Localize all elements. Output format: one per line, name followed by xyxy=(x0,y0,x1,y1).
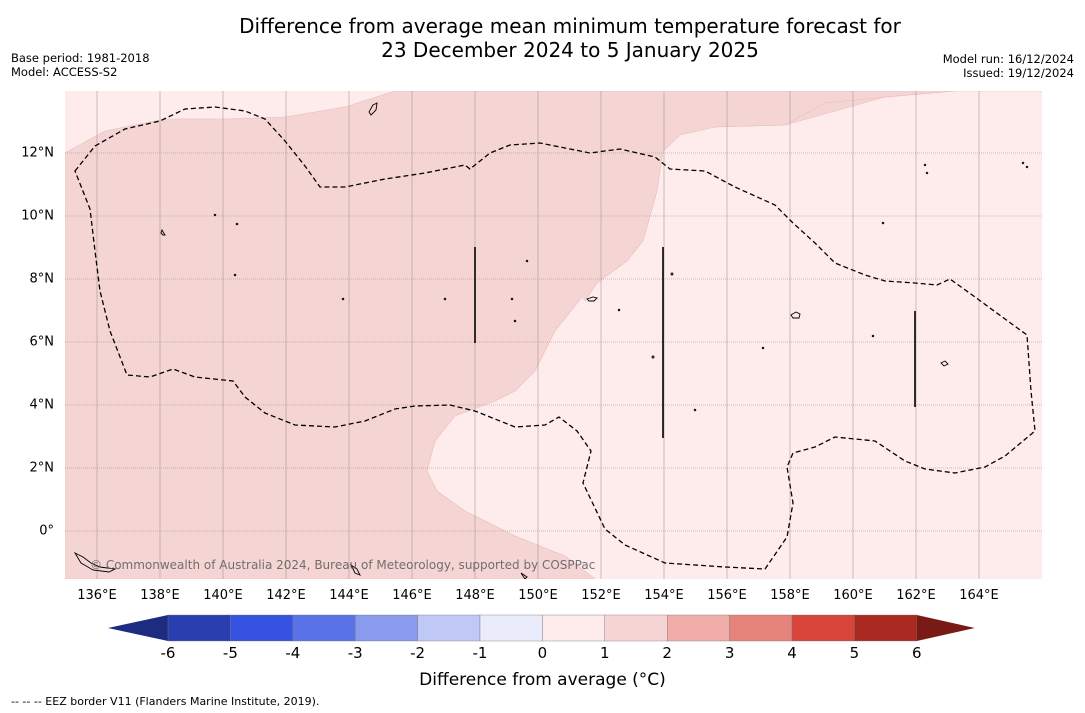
colorbar-segment xyxy=(417,614,481,642)
eez-border-west xyxy=(74,106,1036,570)
colorbar-segment xyxy=(604,614,668,642)
x-tick-label: 156°E xyxy=(707,588,747,603)
colorbar-tick-label: 1 xyxy=(600,644,610,662)
colorbar-tick-label: -2 xyxy=(410,644,426,662)
y-tick-label: 8°N xyxy=(29,271,55,287)
colorbar-tick-label: 3 xyxy=(724,644,735,662)
x-tick-label: 152°E xyxy=(581,588,621,603)
colorbar-segment xyxy=(354,614,418,642)
colorbar-segment xyxy=(479,614,543,642)
y-tick-label: 2°N xyxy=(29,460,55,476)
footnote: -- -- -- EEZ border V11 (Flanders Marine… xyxy=(11,695,320,708)
x-tick-label: 138°E xyxy=(140,588,180,603)
x-tick-label: 146°E xyxy=(392,588,432,603)
y-tick-label: 10°N xyxy=(21,208,54,224)
meta-left: Base period: 1981-2018 Model: ACCESS-S2 xyxy=(11,51,150,79)
colorbar-segment xyxy=(854,614,918,642)
x-tick-label: 140°E xyxy=(203,588,243,603)
y-tick-label: 6°N xyxy=(29,334,55,350)
colorbar-tick-label: -5 xyxy=(222,644,238,662)
x-tick-label: 144°E xyxy=(329,588,369,603)
colorbar-segment xyxy=(667,614,730,642)
colorbar-segment xyxy=(167,614,231,642)
colorbar xyxy=(108,614,975,642)
issued-date: Issued: 19/12/2024 xyxy=(963,66,1074,80)
map-title: Difference from average mean minimum tem… xyxy=(0,14,1085,62)
map-canvas xyxy=(65,91,1042,579)
islands xyxy=(73,102,1029,579)
colorbar-tick-label: 0 xyxy=(537,644,548,662)
x-tick-label: 148°E xyxy=(455,588,495,603)
colorbar-tick-label: 4 xyxy=(787,644,797,662)
colorbar-segment xyxy=(230,614,294,642)
title-line-2: 23 December 2024 to 5 January 2025 xyxy=(381,38,759,62)
title-line-1: Difference from average mean minimum tem… xyxy=(239,14,901,38)
x-tick-label: 164°E xyxy=(959,588,999,603)
copyright-notice: © Commonwealth of Australia 2024, Bureau… xyxy=(90,558,596,572)
model-name: Model: ACCESS-S2 xyxy=(11,65,118,79)
colorbar-segment xyxy=(542,614,605,642)
model-run: Model run: 16/12/2024 xyxy=(942,52,1074,66)
colorbar-tick-label: 6 xyxy=(912,644,922,662)
map-area[interactable] xyxy=(65,91,1042,579)
y-tick-label: 12°N xyxy=(21,145,54,161)
x-tick-label: 136°E xyxy=(77,588,117,603)
colorbar-segment xyxy=(729,614,793,642)
y-tick-label: 4°N xyxy=(29,397,55,413)
meta-right: Model run: 16/12/2024 Issued: 19/12/2024 xyxy=(943,52,1074,80)
colorbar-extend-high xyxy=(916,615,975,641)
x-tick-label: 158°E xyxy=(770,588,810,603)
colorbar-tick-label: -3 xyxy=(347,644,363,662)
x-tick-label: 150°E xyxy=(518,588,558,603)
colorbar-tick-label: -4 xyxy=(285,644,301,662)
y-tick-label: 0° xyxy=(39,523,54,539)
colorbar-tick-label: -1 xyxy=(472,644,488,662)
colorbar-segment xyxy=(791,614,855,642)
x-tick-label: 154°E xyxy=(644,588,684,603)
colorbar-label: Difference from average (°C) xyxy=(419,670,666,690)
x-tick-label: 142°E xyxy=(266,588,306,603)
x-tick-label: 162°E xyxy=(896,588,936,603)
colorbar-segment xyxy=(292,614,356,642)
anomaly-zone-1-2-northeast xyxy=(395,91,956,302)
x-tick-label: 160°E xyxy=(833,588,873,603)
colorbar-tick-label: 5 xyxy=(849,644,860,662)
colorbar-tick-label: -6 xyxy=(160,644,176,662)
colorbar-tick-label: 2 xyxy=(662,644,672,662)
base-period: Base period: 1981-2018 xyxy=(11,51,150,65)
colorbar-extend-low xyxy=(108,615,168,641)
